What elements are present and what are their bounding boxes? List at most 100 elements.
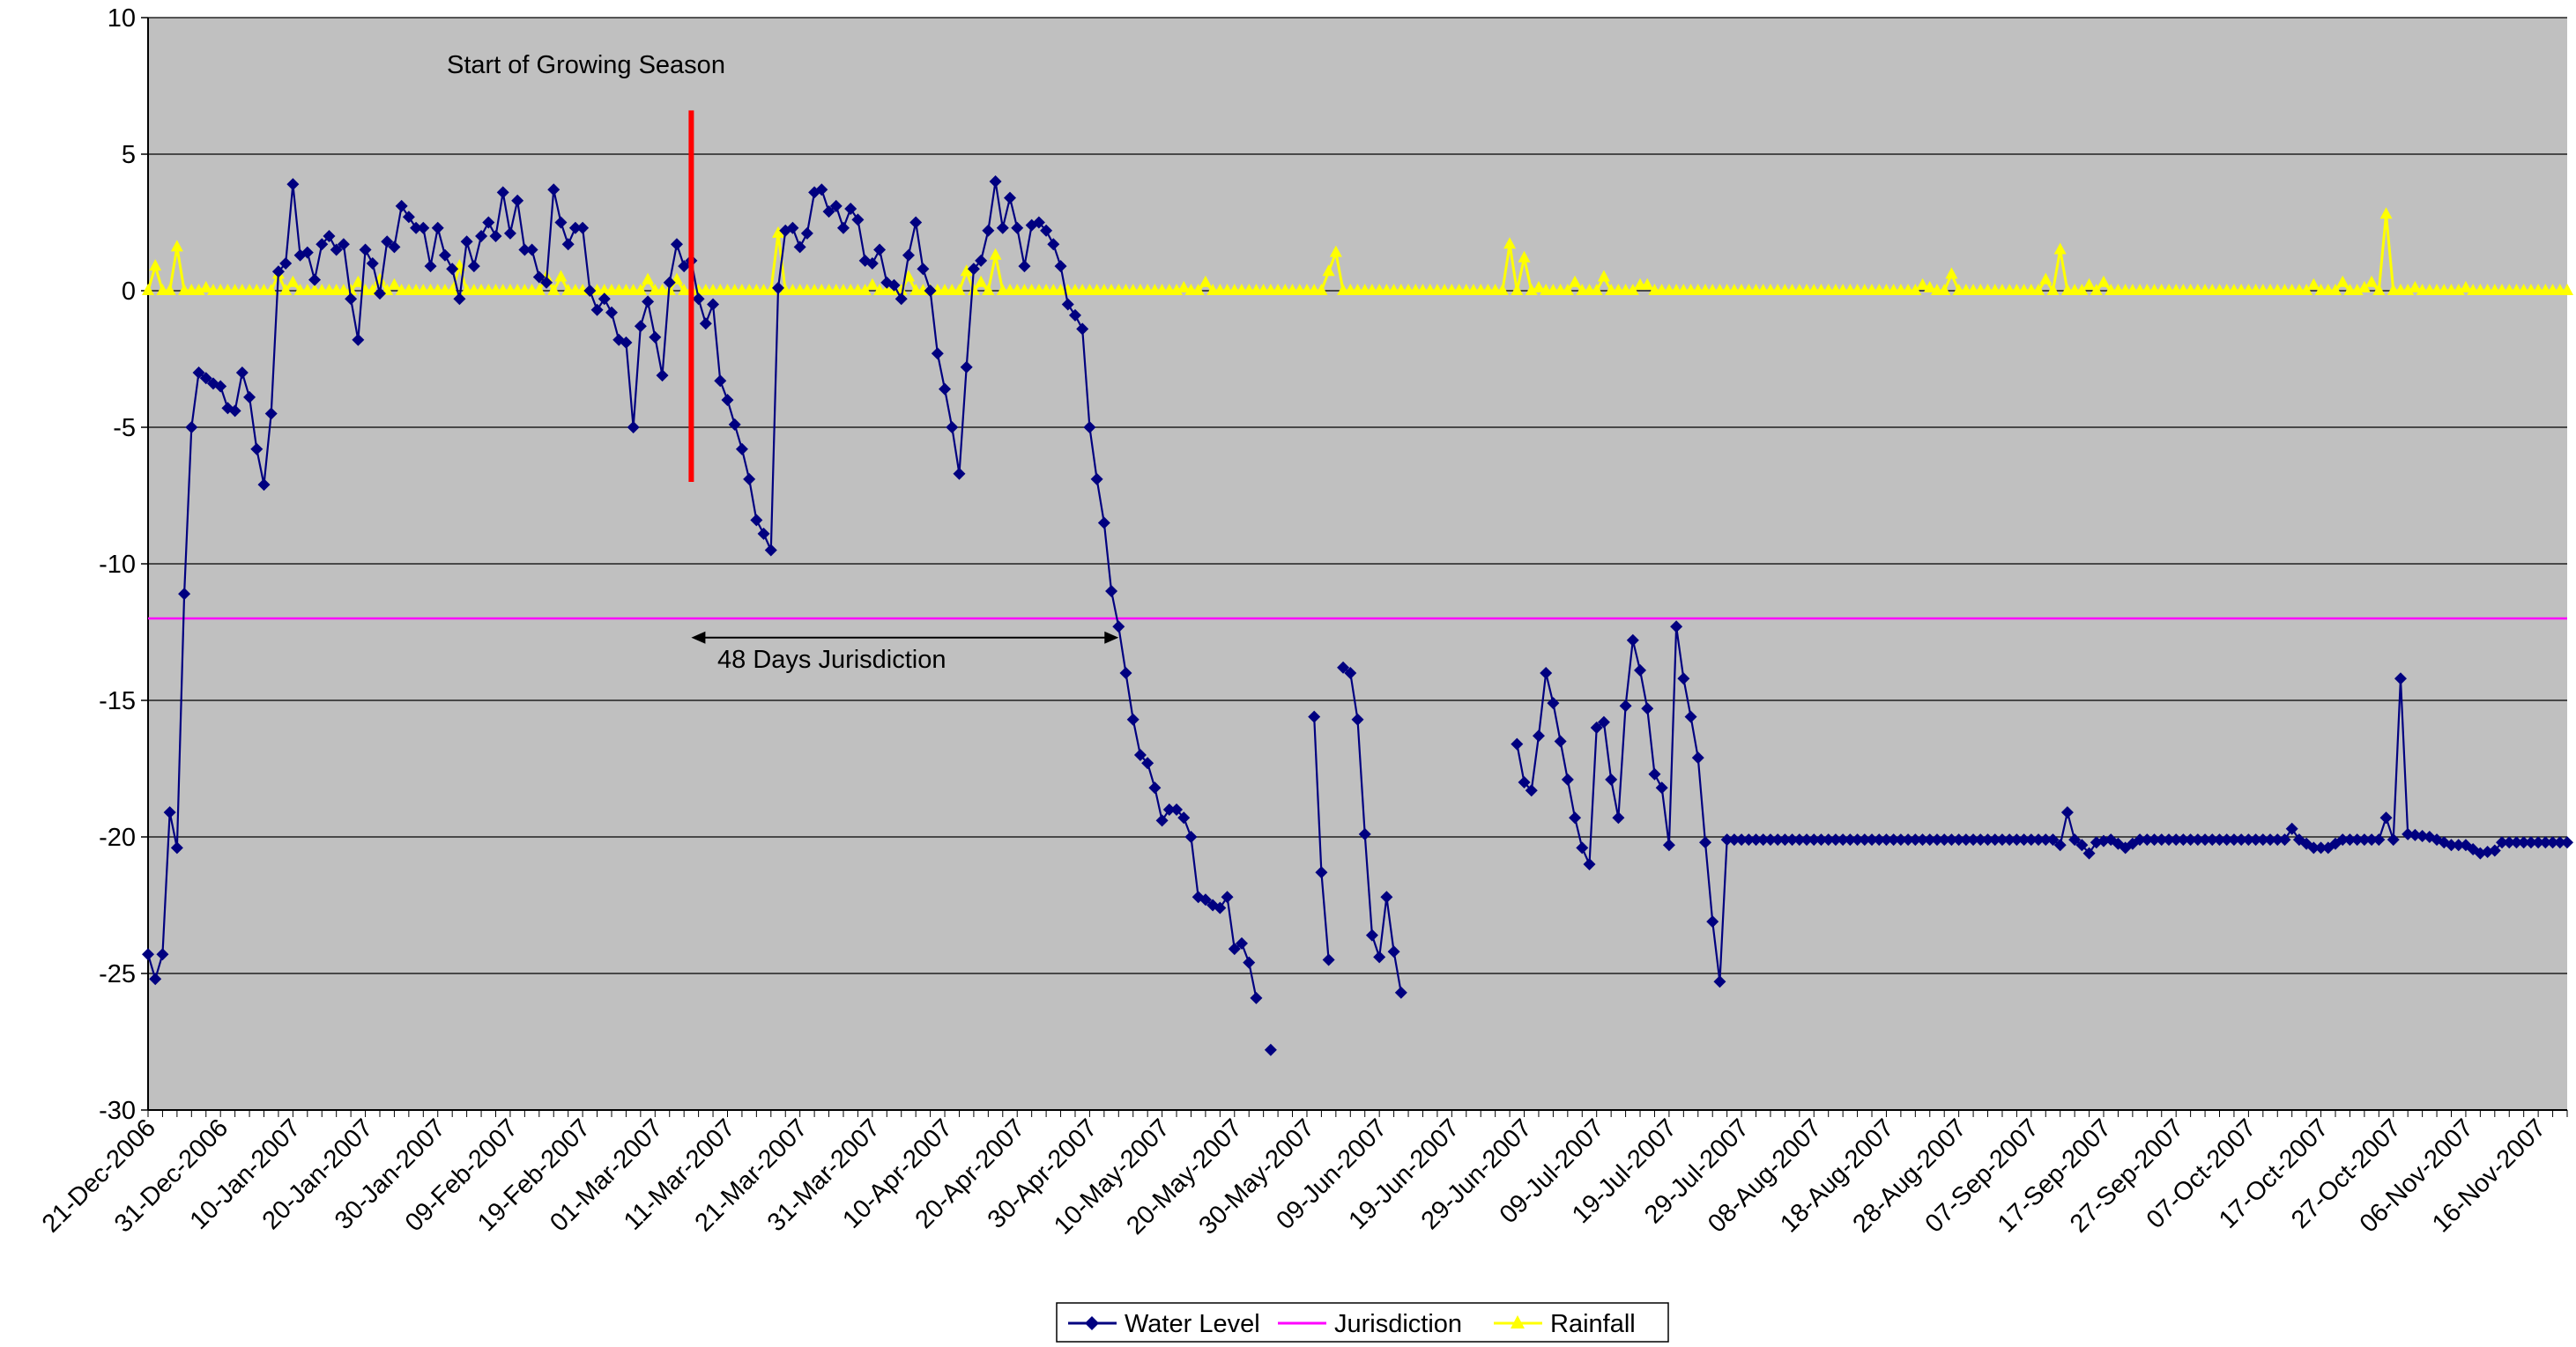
water-level-point [1358,827,1371,840]
water-level-point [2402,827,2415,840]
water-level-point [1655,781,1668,795]
water-level-point [1004,191,1017,204]
rainfall-point [1532,280,1545,292]
water-level-point [2024,833,2038,847]
rainfall-point [2039,272,2053,285]
y-tick-label: 0 [122,278,136,306]
water-level-point [2068,833,2082,847]
water-level-point [975,254,988,267]
rainfall-point [1177,280,1191,292]
water-level-point [649,330,662,344]
water-level-point [590,303,604,316]
water-level-point [1228,943,1241,956]
rainfall-point [1191,284,1205,295]
water-level-point [1308,710,1321,723]
rainfall-point [1626,284,1639,295]
water-level-point [2271,833,2284,847]
water-level-point [316,238,329,251]
annotations: Start of Growing Season 48 Days Jurisdic… [447,51,1119,674]
water-level-point [1981,833,1994,847]
rainfall-point [345,284,358,295]
water-level-point [1945,833,1958,847]
legend-marker [1085,1316,1099,1330]
water-level-point [2307,841,2320,855]
rainfall-point [2082,278,2096,290]
water-level-point [1250,991,1263,1004]
water-level-point [1083,421,1096,433]
water-level-point [214,380,227,393]
water-level-point [2379,811,2393,825]
water-level-point [743,472,756,485]
water-level-point [815,183,828,196]
water-level-point [149,973,162,986]
water-level-point [1619,699,1632,713]
water-level-point [642,295,655,308]
water-level-point [496,186,509,199]
water-level-point [2162,833,2175,847]
water-level-point [1148,781,1162,795]
water-level-point [1930,833,1943,847]
water-level-point [2445,839,2458,852]
water-level-point [924,285,937,297]
water-level-point [714,374,727,388]
water-level-point [2357,833,2371,847]
water-level-point [1749,833,1763,847]
rainfall-point [2409,280,2422,292]
legend-box [1056,1302,1669,1343]
water-level-point [2206,833,2219,847]
water-level-point [1561,773,1574,786]
water-level-point [1974,833,1987,847]
water-level-point [417,221,430,234]
water-level-point [2003,833,2016,847]
water-level-point [2336,833,2350,847]
rainfall-point [2097,275,2111,287]
rainfall-point [858,284,872,295]
water-level-point [2141,833,2154,847]
water-level-point [1785,833,1799,847]
water-level-point [1170,803,1184,816]
legend-label: Jurisdiction [1334,1310,1462,1338]
water-level-point [330,243,343,256]
water-level-point [1264,1043,1277,1056]
water-level-point [2387,833,2400,847]
water-level-point [1097,516,1110,529]
water-level-point [323,230,336,242]
water-level-point [750,514,763,527]
water-level-point [264,407,278,420]
legend-item: Water Level [1068,1310,1260,1338]
water-level-point [2546,836,2559,849]
water-level-point [2343,833,2357,847]
water-level-point [2220,833,2233,847]
water-level-point [1988,833,2001,847]
water-level-point [2032,833,2045,847]
water-level-point [1597,715,1610,729]
water-level-point [257,478,271,492]
rainfall-point [1511,284,1524,295]
legend-label: Rainfall [1550,1310,1636,1338]
water-level-point [692,292,705,306]
rainfall-point [865,278,879,290]
rainfall-point [1597,270,1610,282]
water-level-point [1590,722,1603,734]
water-level-point [2416,829,2429,842]
rainfall-point [2090,284,2103,295]
water-level-point [1061,298,1074,311]
water-level-point [475,230,488,242]
water-level-point [366,257,379,270]
water-level-point [1177,811,1191,825]
water-level-point [678,260,691,273]
water-level-point [1076,322,1089,336]
water-level-point [2249,833,2262,847]
y-tick-label: -25 [99,960,136,988]
water-level-point [887,278,901,292]
water-level-point [917,263,930,276]
rainfall-point [142,284,154,295]
water-level-point [1047,238,1060,251]
water-level-point [1887,833,1900,847]
water-level-point [2017,833,2030,847]
water-level-point [345,292,358,306]
water-level-point [1054,260,1067,273]
water-level-point [395,199,408,212]
water-level-point [583,285,597,297]
legend-item: Rainfall [1494,1310,1636,1338]
